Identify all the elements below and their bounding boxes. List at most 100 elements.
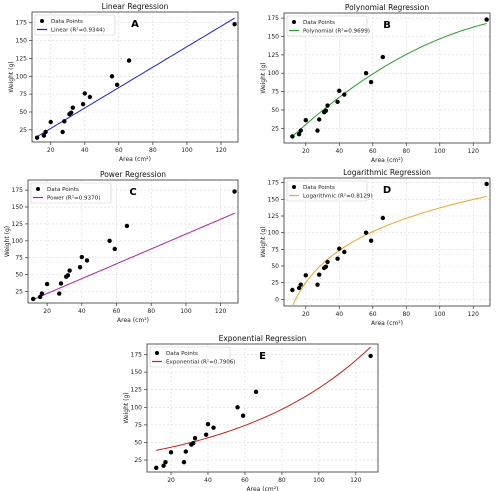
data-point bbox=[43, 129, 48, 135]
legend-label-points: Data Points bbox=[166, 351, 198, 357]
data-point bbox=[62, 119, 67, 124]
data-point bbox=[124, 223, 130, 229]
data-point bbox=[315, 128, 320, 133]
x-tick-label: 100 bbox=[434, 148, 446, 155]
chart-panel-c: 20 40 60 80 100 120 25 50 75 100 125 150 175 C Power R… bbox=[4, 170, 239, 324]
x-tick-label: 60 bbox=[115, 147, 123, 154]
y-tick-label: 50 bbox=[271, 263, 279, 270]
data-point bbox=[168, 450, 174, 455]
chart-panel-e: 20 40 60 80 100 120 25 50 75 100 125 150 175 E Exponen… bbox=[123, 334, 379, 491]
data-point bbox=[154, 465, 159, 470]
y-axis-label: Weight (g) bbox=[123, 392, 130, 423]
data-point bbox=[290, 134, 295, 139]
data-point bbox=[484, 17, 489, 22]
panel-label: C bbox=[129, 187, 136, 198]
x-tick-label: 60 bbox=[113, 308, 121, 315]
y-tick-label: 125 bbox=[268, 52, 280, 59]
data-point bbox=[87, 94, 93, 100]
x-tick-label: 20 bbox=[167, 477, 175, 484]
fit-line bbox=[292, 23, 487, 137]
panel-label: A bbox=[131, 19, 139, 30]
data-point bbox=[79, 254, 85, 260]
legend-label-fit: Exponential (R²=0.7906) bbox=[166, 359, 236, 366]
y-tick-label: 150 bbox=[268, 196, 280, 203]
data-point bbox=[368, 238, 374, 243]
legend-label-fit: Linear (R²=0.9344) bbox=[51, 27, 105, 34]
data-point bbox=[80, 101, 86, 107]
data-point bbox=[192, 436, 198, 441]
x-tick-label: 80 bbox=[402, 311, 410, 318]
panel-label: E bbox=[259, 351, 266, 362]
y-axis-label: Weight (g) bbox=[4, 226, 11, 257]
data-point bbox=[235, 405, 240, 410]
y-axis-label: Weight (g) bbox=[260, 226, 267, 257]
y-tick-label: 150 bbox=[268, 34, 280, 41]
data-point bbox=[325, 259, 330, 265]
x-tick-label: 60 bbox=[241, 477, 249, 484]
legend-box bbox=[286, 15, 368, 37]
data-point bbox=[39, 291, 45, 296]
chart-panel-a: 20 40 60 80 100 120 25 50 75 100 125 150 175 A Linear … bbox=[8, 2, 239, 163]
y-tick-label: 75 bbox=[271, 89, 279, 96]
legend: Data Points Exponential (R²=0.7906) bbox=[149, 346, 236, 368]
x-tick-label: 20 bbox=[47, 147, 55, 154]
legend-marker-points bbox=[292, 185, 296, 189]
y-tick-label: 25 bbox=[271, 125, 279, 132]
data-point bbox=[316, 117, 322, 122]
data-point bbox=[253, 389, 259, 395]
x-tick-label: 60 bbox=[369, 148, 377, 155]
y-tick-label: 25 bbox=[134, 457, 142, 464]
panel-label: D bbox=[383, 185, 391, 196]
y-tick-label: 50 bbox=[19, 109, 27, 116]
legend-label-points: Data Points bbox=[47, 187, 79, 193]
data-point bbox=[48, 119, 53, 125]
x-axis-label: Area (cm²) bbox=[117, 317, 149, 324]
data-point bbox=[65, 273, 71, 278]
data-point bbox=[303, 273, 308, 278]
data-point bbox=[323, 264, 329, 269]
y-tick-label: 100 bbox=[268, 70, 280, 77]
data-point bbox=[337, 88, 342, 94]
plot-data bbox=[34, 17, 237, 140]
data-point bbox=[335, 99, 340, 105]
data-point bbox=[109, 74, 115, 79]
data-point bbox=[114, 82, 120, 88]
data-point bbox=[298, 128, 303, 133]
data-point bbox=[342, 249, 347, 255]
panel-label: B bbox=[383, 20, 391, 31]
y-tick-label: 175 bbox=[12, 187, 24, 194]
data-point bbox=[68, 110, 74, 115]
x-tick-label: 120 bbox=[215, 147, 227, 154]
x-tick-label: 60 bbox=[369, 311, 377, 318]
data-point bbox=[70, 105, 76, 110]
data-point bbox=[112, 246, 117, 252]
legend-label-points: Data Points bbox=[51, 19, 83, 25]
plot-frame bbox=[283, 177, 491, 307]
x-axis-label: Area (cm²) bbox=[119, 156, 151, 163]
y-tick-label: 150 bbox=[16, 38, 28, 45]
data-point bbox=[37, 294, 43, 300]
legend-marker-points bbox=[292, 20, 296, 24]
data-point bbox=[298, 282, 303, 287]
data-point bbox=[161, 463, 166, 468]
y-tick-label: 175 bbox=[268, 180, 280, 187]
data-point bbox=[335, 256, 340, 261]
data-point bbox=[181, 459, 187, 465]
chart-title: Power Regression bbox=[100, 170, 166, 179]
data-point bbox=[296, 285, 302, 291]
data-point bbox=[205, 421, 211, 427]
x-axis-label: Area (cm²) bbox=[371, 157, 403, 164]
plot-frame bbox=[31, 11, 239, 143]
legend-box bbox=[149, 346, 231, 368]
legend: Data Points Linear (R²=0.9344) bbox=[34, 14, 116, 36]
x-tick-label: 20 bbox=[302, 148, 310, 155]
plot-frame bbox=[146, 343, 379, 473]
plot-frame bbox=[283, 12, 491, 144]
data-point bbox=[290, 287, 295, 293]
legend-box bbox=[34, 14, 116, 36]
plot-data bbox=[154, 346, 373, 470]
x-tick-label: 80 bbox=[402, 148, 410, 155]
y-tick-label: 75 bbox=[15, 255, 23, 262]
data-point bbox=[303, 118, 308, 123]
